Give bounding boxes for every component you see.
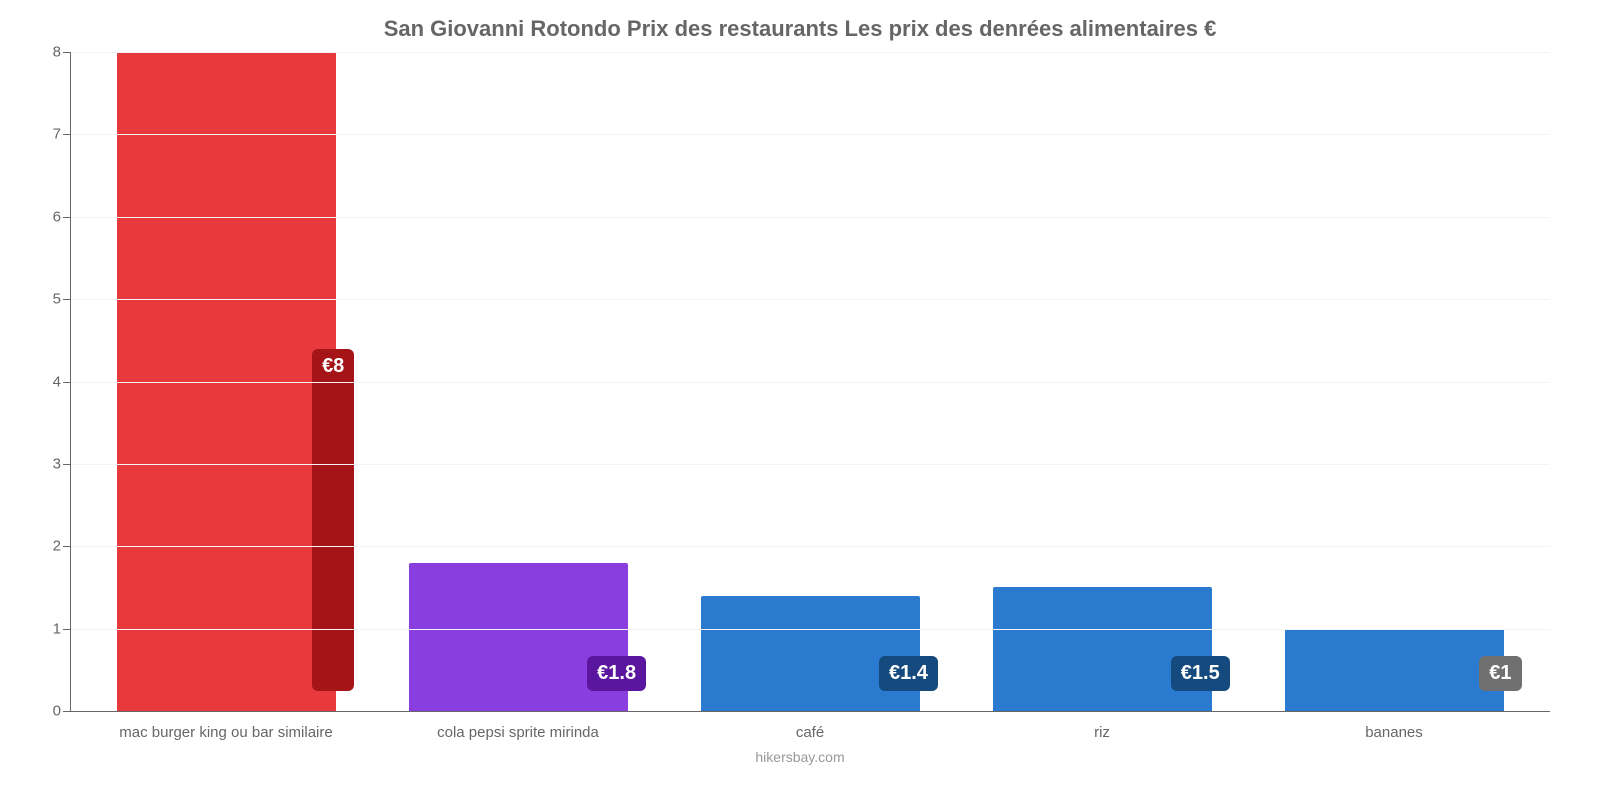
- y-axis-label: 7: [53, 126, 71, 143]
- bar-value-badge: €1.4: [879, 656, 938, 691]
- grid-line: [71, 382, 1550, 383]
- bar-value-badge: €1: [1479, 656, 1521, 691]
- y-axis-label: 8: [53, 44, 71, 61]
- grid-line: [71, 546, 1550, 547]
- chart-title: San Giovanni Rotondo Prix des restaurant…: [40, 16, 1560, 42]
- grid-line: [71, 299, 1550, 300]
- plot-area: €8€1.8€1.4€1.5€1 012345678: [70, 52, 1550, 712]
- bar-value-badge: €1.8: [587, 656, 646, 691]
- x-axis-label: bananes: [1248, 724, 1540, 741]
- bar-value-badge: €1.5: [1171, 656, 1230, 691]
- y-axis-label: 5: [53, 291, 71, 308]
- x-axis-label: mac burger king ou bar similaire: [80, 724, 372, 741]
- grid-line: [71, 217, 1550, 218]
- grid-line: [71, 134, 1550, 135]
- bar-value-badge: €8: [312, 349, 354, 691]
- x-axis-label: cola pepsi sprite mirinda: [372, 724, 664, 741]
- x-axis-label: riz: [956, 724, 1248, 741]
- bar: €1.5: [993, 587, 1212, 711]
- grid-line: [71, 52, 1550, 53]
- grid-line: [71, 629, 1550, 630]
- x-axis-label: café: [664, 724, 956, 741]
- y-axis-label: 6: [53, 208, 71, 225]
- grid-line: [71, 464, 1550, 465]
- y-axis-label: 1: [53, 620, 71, 637]
- x-axis-labels: mac burger king ou bar similairecola pep…: [70, 712, 1550, 741]
- y-axis-label: 3: [53, 455, 71, 472]
- bar: €1: [1285, 629, 1504, 711]
- bar: €1.8: [409, 563, 628, 711]
- y-axis-label: 4: [53, 373, 71, 390]
- price-chart: San Giovanni Rotondo Prix des restaurant…: [0, 0, 1600, 800]
- y-axis-label: 0: [53, 703, 71, 720]
- chart-footer: hikersbay.com: [40, 749, 1560, 765]
- bar: €1.4: [701, 596, 920, 711]
- y-axis-label: 2: [53, 538, 71, 555]
